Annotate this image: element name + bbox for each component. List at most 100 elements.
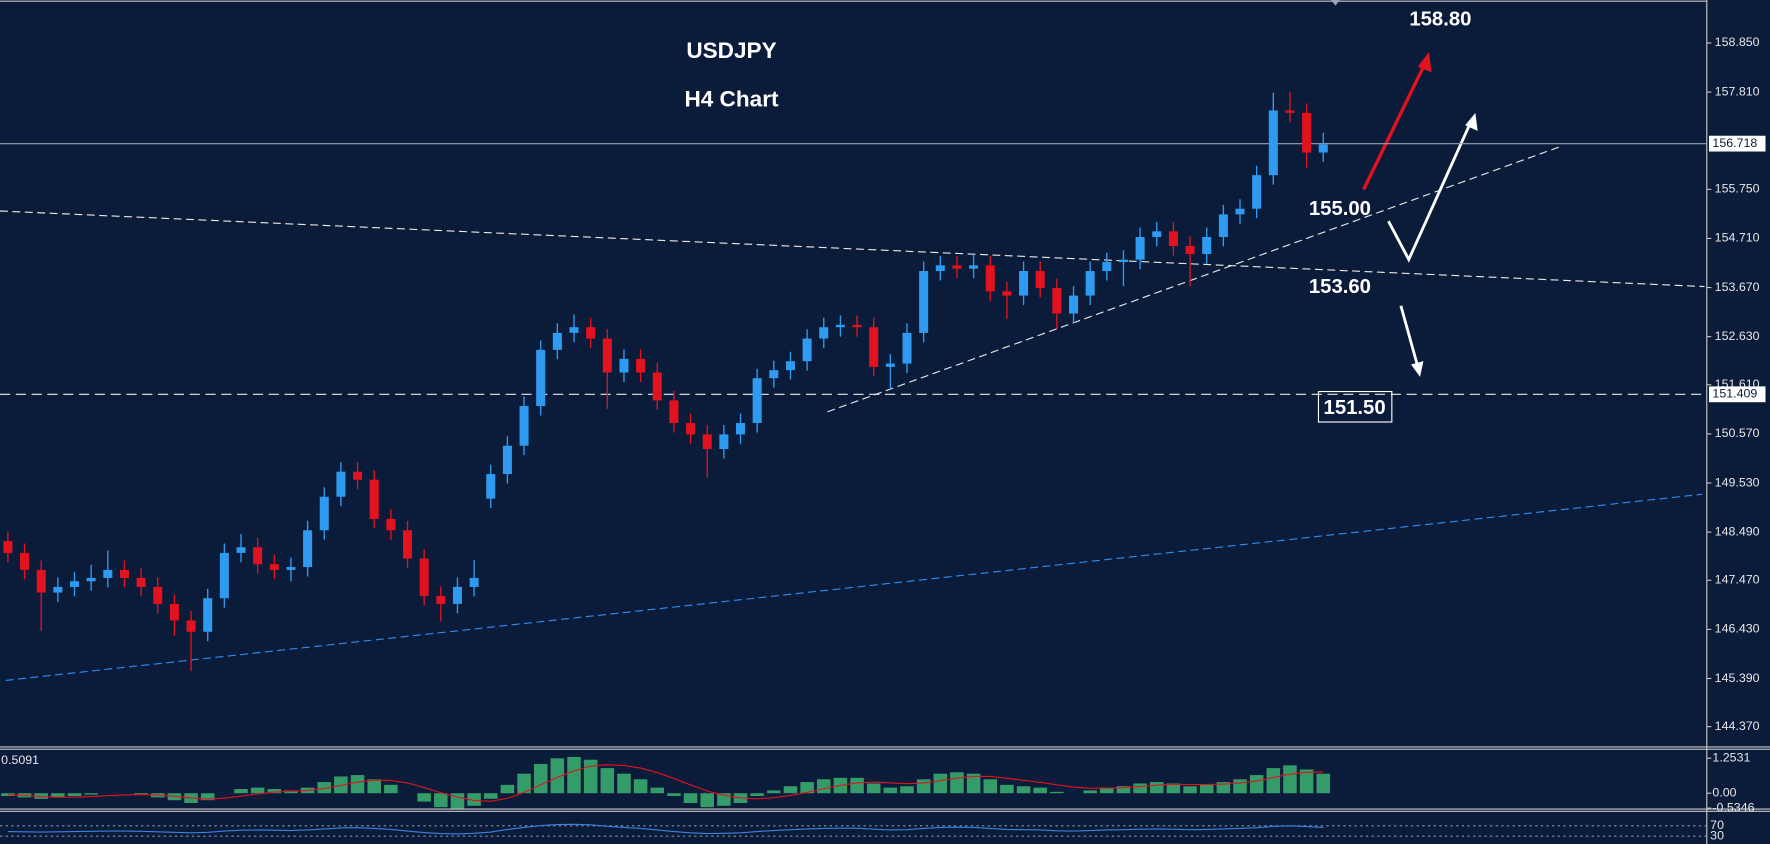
candle-body bbox=[636, 358, 646, 373]
candle-body bbox=[20, 552, 30, 570]
level-label: 153.60 bbox=[1309, 276, 1371, 298]
macd-bar bbox=[533, 763, 548, 794]
candle-body bbox=[869, 327, 879, 367]
candle-body bbox=[919, 271, 929, 333]
candle-body bbox=[1252, 175, 1262, 209]
candle-body bbox=[1035, 271, 1045, 289]
y-tick-label: 152.630 bbox=[1715, 329, 1760, 343]
trend-line bbox=[0, 210, 1705, 288]
candle-body bbox=[1185, 245, 1195, 255]
macd-bar bbox=[633, 779, 648, 794]
candle-body bbox=[319, 496, 329, 531]
macd-bar bbox=[667, 793, 681, 797]
macd-bar bbox=[384, 784, 398, 794]
candle-body bbox=[1102, 262, 1112, 272]
candle-body bbox=[902, 332, 912, 364]
rsi-tick-label: 30 bbox=[1710, 828, 1724, 842]
macd-bar bbox=[434, 793, 448, 808]
macd-bar bbox=[617, 773, 631, 794]
macd-bar bbox=[650, 787, 665, 794]
arrow bbox=[1362, 61, 1428, 191]
macd-bar bbox=[450, 793, 465, 809]
macd-bar bbox=[1083, 790, 1097, 794]
macd-bar bbox=[1283, 765, 1297, 794]
candle-body bbox=[402, 530, 413, 559]
candle-body bbox=[369, 479, 379, 519]
macd-bar bbox=[783, 786, 798, 794]
candle-body bbox=[3, 541, 13, 553]
macd-tick-label: 1.2531 bbox=[1712, 751, 1750, 765]
y-tick-label: 158.850 bbox=[1715, 35, 1760, 49]
candle-body bbox=[835, 324, 845, 328]
macd-bar bbox=[67, 793, 82, 797]
macd-bar bbox=[966, 773, 981, 794]
chart-subtitle: H4 Chart bbox=[684, 86, 779, 111]
candle-body bbox=[69, 581, 80, 587]
macd-bar bbox=[1299, 769, 1314, 794]
candle-body bbox=[153, 586, 163, 604]
candle-body bbox=[735, 423, 746, 435]
price-label: 151.409 bbox=[1712, 387, 1757, 401]
rsi-tick-label: 70 bbox=[1710, 818, 1724, 832]
candle-body bbox=[1068, 295, 1079, 314]
candle-body bbox=[36, 569, 46, 593]
candle-body bbox=[952, 265, 962, 269]
arrow-head bbox=[1417, 51, 1432, 73]
candle-body bbox=[336, 471, 346, 497]
candle-body bbox=[1152, 231, 1162, 238]
arrow-head bbox=[1411, 361, 1424, 377]
candle-body bbox=[1019, 271, 1029, 296]
macd-bar bbox=[367, 779, 381, 794]
macd-bar bbox=[550, 758, 565, 794]
macd-bar bbox=[500, 784, 515, 794]
macd-signal bbox=[7, 764, 1324, 802]
candle-body bbox=[1052, 288, 1062, 314]
macd-tick-label: 0.00 bbox=[1712, 786, 1736, 800]
y-tick-label: 154.710 bbox=[1715, 231, 1760, 245]
candle-body bbox=[1302, 112, 1312, 153]
candle-body bbox=[985, 265, 995, 292]
macd-bar bbox=[567, 756, 581, 794]
level-box bbox=[1317, 390, 1393, 423]
y-tick-label: 148.490 bbox=[1715, 524, 1760, 538]
candle-body bbox=[1235, 208, 1245, 215]
candle-body bbox=[119, 569, 129, 578]
price-label-box bbox=[1709, 135, 1766, 152]
macd-bar bbox=[1050, 791, 1064, 794]
macd-bar bbox=[1166, 783, 1181, 794]
candle-body bbox=[1268, 110, 1278, 176]
candle-body bbox=[586, 327, 596, 339]
macd-bar bbox=[950, 772, 964, 794]
candle-body bbox=[536, 349, 546, 407]
macd-bar bbox=[317, 782, 332, 794]
candle-body bbox=[136, 577, 146, 587]
y-tick-label: 150.570 bbox=[1715, 426, 1760, 440]
candle-body bbox=[969, 265, 979, 269]
candle-body bbox=[1118, 259, 1128, 263]
arrow bbox=[1399, 305, 1420, 368]
candle-body bbox=[286, 567, 296, 570]
macd-bar bbox=[1316, 773, 1331, 794]
candle-body bbox=[752, 378, 762, 424]
macd-bar bbox=[683, 793, 698, 803]
macd-bar bbox=[1000, 784, 1014, 794]
price-label: 156.718 bbox=[1712, 136, 1757, 150]
candle-body bbox=[619, 358, 629, 373]
macd-readout: 0.5091 bbox=[1, 753, 39, 767]
y-tick-label: 157.810 bbox=[1715, 84, 1760, 98]
candle-body bbox=[53, 586, 63, 593]
candle-body bbox=[436, 595, 446, 604]
macd-bar bbox=[1033, 787, 1047, 794]
y-tick-label: 146.430 bbox=[1715, 622, 1760, 636]
candle-body bbox=[769, 370, 779, 379]
candle-body bbox=[852, 324, 862, 328]
macd-bar bbox=[1266, 768, 1281, 794]
candle-body bbox=[602, 338, 612, 373]
level-label: 151.50 bbox=[1324, 397, 1386, 419]
macd-bar bbox=[700, 793, 714, 808]
macd-bar bbox=[84, 793, 98, 795]
macd-bar bbox=[583, 759, 598, 794]
macd-bar bbox=[350, 775, 365, 794]
